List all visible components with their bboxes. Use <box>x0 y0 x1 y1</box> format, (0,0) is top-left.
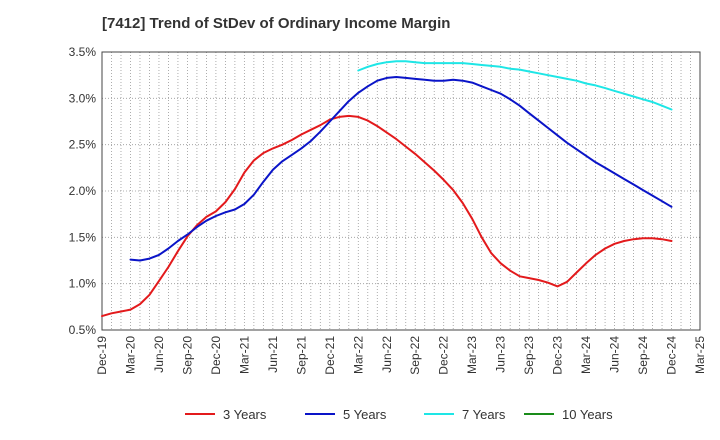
x-tick-label: Dec-23 <box>551 336 565 375</box>
x-tick-label: Jun-20 <box>152 336 166 373</box>
y-tick-label: 3.0% <box>69 91 97 105</box>
x-axis: Dec-19 Mar-20 Jun-20 Sep-20 Dec-20 Mar-21 Jun-… <box>95 336 707 375</box>
series-line-7-years <box>357 60 673 111</box>
legend-label-5-years: 5 Years <box>343 407 387 422</box>
plot-frame <box>101 51 701 331</box>
legend-label-10-years: 10 Years <box>562 407 613 422</box>
x-tick-label: Jun-21 <box>266 336 280 373</box>
x-tick-label: Jun-24 <box>608 336 622 373</box>
x-tick-label: Mar-25 <box>693 336 707 374</box>
chart-title: [7412] Trend of StDev of Ordinary Income… <box>102 15 450 32</box>
x-tick-label: Mar-23 <box>465 336 479 374</box>
series-lines <box>101 60 673 318</box>
legend: 3 Years 5 Years 7 Years 10 Years <box>185 407 613 422</box>
x-tick-label: Mar-20 <box>123 336 137 374</box>
x-tick-label: Jun-22 <box>380 336 394 373</box>
y-tick-label: 2.0% <box>69 184 97 198</box>
x-tick-label: Sep-20 <box>180 336 194 375</box>
y-tick-label: 0.5% <box>69 323 97 337</box>
y-tick-label: 1.5% <box>69 230 97 244</box>
legend-label-7-years: 7 Years <box>462 407 506 422</box>
x-tick-label: Sep-24 <box>636 336 650 375</box>
x-tick-label: Jun-23 <box>494 336 508 373</box>
x-tick-label: Dec-24 <box>665 336 679 375</box>
x-tick-label: Dec-22 <box>437 336 451 375</box>
x-tick-label: Mar-24 <box>579 336 593 374</box>
x-tick-label: Sep-21 <box>294 336 308 375</box>
series-line-3-years <box>101 114 673 318</box>
x-tick-label: Mar-22 <box>351 336 365 374</box>
x-tick-label: Sep-23 <box>522 336 536 375</box>
y-tick-label: 3.5% <box>69 45 97 59</box>
x-tick-label: Dec-19 <box>95 336 109 375</box>
legend-label-3-years: 3 Years <box>223 407 267 422</box>
x-tick-label: Dec-20 <box>209 336 223 375</box>
y-tick-label: 2.5% <box>69 138 97 152</box>
y-tick-label: 1.0% <box>69 277 97 291</box>
grid <box>102 51 700 331</box>
x-tick-label: Dec-21 <box>323 336 337 375</box>
x-tick-label: Sep-22 <box>408 336 422 375</box>
y-axis: 0.5% 1.0% 1.5% 2.0% 2.5% 3.0% 3.5% <box>69 45 97 337</box>
x-tick-label: Mar-21 <box>237 336 251 374</box>
series-line-5-years <box>129 76 673 262</box>
